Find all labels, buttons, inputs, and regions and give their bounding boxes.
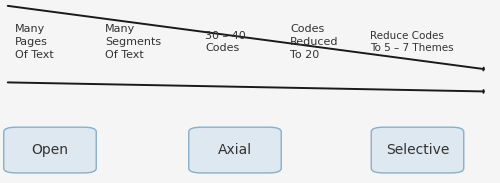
Text: Many
Pages
Of Text: Many Pages Of Text: [15, 24, 54, 60]
Text: Codes
Reduced
To 20: Codes Reduced To 20: [290, 24, 339, 60]
FancyBboxPatch shape: [371, 127, 464, 173]
FancyBboxPatch shape: [188, 127, 281, 173]
FancyBboxPatch shape: [4, 127, 96, 173]
Text: Selective: Selective: [386, 143, 449, 157]
Text: 30 – 40
Codes: 30 – 40 Codes: [205, 31, 246, 53]
Text: Axial: Axial: [218, 143, 252, 157]
Text: Many
Segments
Of Text: Many Segments Of Text: [105, 24, 161, 60]
Text: Open: Open: [32, 143, 68, 157]
Text: Reduce Codes
To 5 – 7 Themes: Reduce Codes To 5 – 7 Themes: [370, 31, 454, 53]
